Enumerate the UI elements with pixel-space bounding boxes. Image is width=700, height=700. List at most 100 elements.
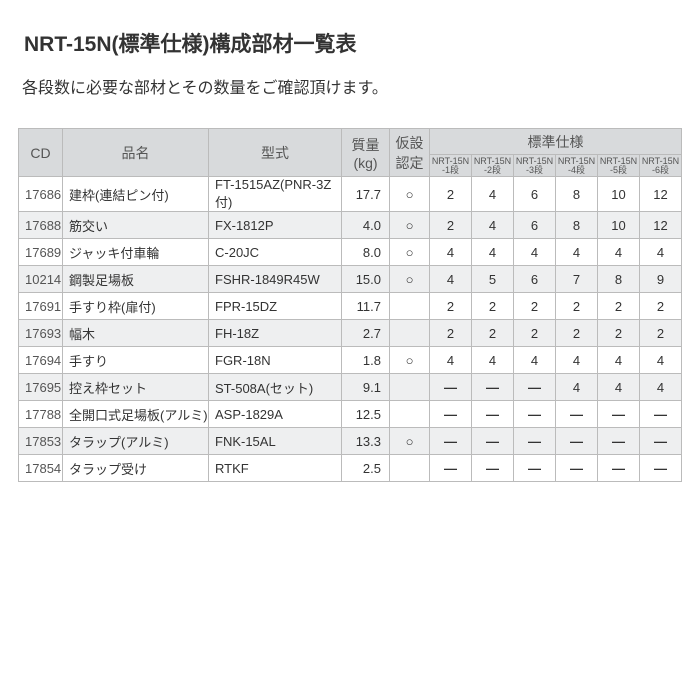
cell-spec-3: 6 [514, 177, 556, 212]
cell-spec-4: 4 [556, 374, 598, 401]
cell-cert [390, 374, 430, 401]
cell-spec-3: — [514, 374, 556, 401]
table-row: 10214鋼製足場板FSHR-1849R45W15.0○456789 [19, 266, 682, 293]
cell-name: タラップ(アルミ) [63, 428, 209, 455]
cell-spec-1: 2 [430, 212, 472, 239]
cell-name: 鋼製足場板 [63, 266, 209, 293]
cell-spec-1: — [430, 401, 472, 428]
page-title: NRT-15N(標準仕様)構成部材一覧表 [24, 28, 682, 58]
cell-spec-4: — [556, 401, 598, 428]
cell-mass: 15.0 [342, 266, 390, 293]
cell-model: FSHR-1849R45W [209, 266, 342, 293]
cell-spec-5: 10 [598, 177, 640, 212]
mass-line2: (kg) [353, 155, 377, 171]
cell-mass: 4.0 [342, 212, 390, 239]
cell-spec-1: 2 [430, 177, 472, 212]
cell-spec-5: — [598, 428, 640, 455]
cell-spec-2: 5 [472, 266, 514, 293]
cell-cert: ○ [390, 177, 430, 212]
cell-mass: 8.0 [342, 239, 390, 266]
cell-cd: 17788 [19, 401, 63, 428]
cell-spec-1: 4 [430, 266, 472, 293]
cell-mass: 13.3 [342, 428, 390, 455]
cell-spec-2: 2 [472, 293, 514, 320]
cell-spec-6: 12 [640, 212, 682, 239]
cell-spec-6: — [640, 401, 682, 428]
cell-name: ジャッキ付車輪 [63, 239, 209, 266]
cell-spec-3: 6 [514, 266, 556, 293]
cell-model: ST-508A(セット) [209, 374, 342, 401]
cell-spec-6: 2 [640, 293, 682, 320]
cell-cd: 17691 [19, 293, 63, 320]
cell-model: FPR-15DZ [209, 293, 342, 320]
cell-mass: 9.1 [342, 374, 390, 401]
cell-spec-1: 2 [430, 320, 472, 347]
page-subtitle: 各段数に必要な部材とその数量をご確認頂けます。 [22, 74, 682, 98]
cell-name: 筋交い [63, 212, 209, 239]
cell-name: 手すり枠(扉付) [63, 293, 209, 320]
cell-spec-3: — [514, 428, 556, 455]
table-row: 17691手すり枠(扉付)FPR-15DZ11.7222222 [19, 293, 682, 320]
cell-spec-2: — [472, 374, 514, 401]
col-spec-group: 標準仕様 [430, 129, 682, 155]
cell-spec-5: 10 [598, 212, 640, 239]
cell-spec-1: 4 [430, 347, 472, 374]
cell-cd: 17694 [19, 347, 63, 374]
cell-spec-5: 8 [598, 266, 640, 293]
cell-spec-6: 4 [640, 374, 682, 401]
cell-spec-2: — [472, 455, 514, 482]
cell-spec-4: — [556, 428, 598, 455]
cell-spec-3: — [514, 401, 556, 428]
cell-cd: 17686 [19, 177, 63, 212]
cell-spec-4: 4 [556, 239, 598, 266]
cell-cert: ○ [390, 212, 430, 239]
cell-spec-6: — [640, 428, 682, 455]
table-row: 17694手すりFGR-18N1.8○444444 [19, 347, 682, 374]
cell-spec-6: 4 [640, 239, 682, 266]
cell-spec-2: 4 [472, 177, 514, 212]
cell-mass: 1.8 [342, 347, 390, 374]
mass-line1: 質量 [352, 137, 380, 153]
cell-spec-4: 2 [556, 293, 598, 320]
cell-model: FT-1515AZ(PNR-3Z 付) [209, 177, 342, 212]
cell-spec-6: 4 [640, 347, 682, 374]
cell-spec-5: 2 [598, 320, 640, 347]
cell-model: FGR-18N [209, 347, 342, 374]
cell-cert: ○ [390, 347, 430, 374]
cell-cert [390, 455, 430, 482]
table-row: 17695控え枠セットST-508A(セット)9.1———444 [19, 374, 682, 401]
cell-spec-2: 4 [472, 212, 514, 239]
cell-name: 控え枠セット [63, 374, 209, 401]
cell-spec-4: 7 [556, 266, 598, 293]
cell-mass: 11.7 [342, 293, 390, 320]
table-body: 17686建枠(連結ピン付)FT-1515AZ(PNR-3Z 付)17.7○24… [19, 177, 682, 482]
parts-table: CD 品名 型式 質量 (kg) 仮設 認定 標準仕様 NRT-15N-1段NR… [18, 128, 682, 482]
cell-cert: ○ [390, 266, 430, 293]
cell-cd: 17689 [19, 239, 63, 266]
cell-spec-5: — [598, 401, 640, 428]
col-spec-4: NRT-15N-4段 [556, 155, 598, 177]
cell-cd: 17853 [19, 428, 63, 455]
col-spec-6: NRT-15N-6段 [640, 155, 682, 177]
cell-spec-2: — [472, 401, 514, 428]
table-row: 17853タラップ(アルミ)FNK-15AL13.3○—————— [19, 428, 682, 455]
cell-spec-1: — [430, 374, 472, 401]
cell-spec-3: 4 [514, 347, 556, 374]
cell-spec-4: 4 [556, 347, 598, 374]
cell-model: C-20JC [209, 239, 342, 266]
col-mass: 質量 (kg) [342, 129, 390, 177]
cell-name: タラップ受け [63, 455, 209, 482]
cell-spec-4: 2 [556, 320, 598, 347]
cell-spec-3: 2 [514, 293, 556, 320]
cell-name: 建枠(連結ピン付) [63, 177, 209, 212]
cell-mass: 17.7 [342, 177, 390, 212]
cell-model: ASP-1829A [209, 401, 342, 428]
cell-mass: 2.5 [342, 455, 390, 482]
table-row: 17693幅木FH-18Z2.7222222 [19, 320, 682, 347]
cell-spec-4: 8 [556, 212, 598, 239]
table-row: 17686建枠(連結ピン付)FT-1515AZ(PNR-3Z 付)17.7○24… [19, 177, 682, 212]
cell-spec-6: 9 [640, 266, 682, 293]
table-row: 17788全開口式足場板(アルミ)ASP-1829A12.5—————— [19, 401, 682, 428]
cell-name: 全開口式足場板(アルミ) [63, 401, 209, 428]
col-spec-3: NRT-15N-3段 [514, 155, 556, 177]
